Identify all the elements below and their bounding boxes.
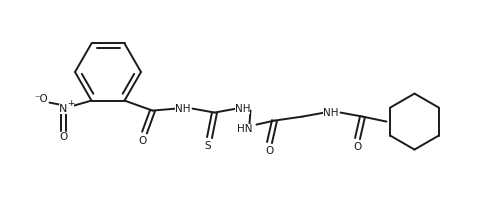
Text: O: O bbox=[138, 136, 147, 146]
Text: O: O bbox=[353, 141, 362, 152]
Text: N: N bbox=[59, 104, 68, 114]
Text: +: + bbox=[67, 99, 74, 108]
Text: ⁻O: ⁻O bbox=[35, 94, 48, 104]
Text: O: O bbox=[59, 132, 68, 141]
Text: NH: NH bbox=[235, 104, 250, 114]
Text: NH: NH bbox=[175, 104, 190, 114]
Text: O: O bbox=[265, 146, 274, 155]
Text: S: S bbox=[204, 141, 211, 151]
Text: NH: NH bbox=[323, 108, 338, 118]
Text: HN: HN bbox=[237, 124, 252, 134]
